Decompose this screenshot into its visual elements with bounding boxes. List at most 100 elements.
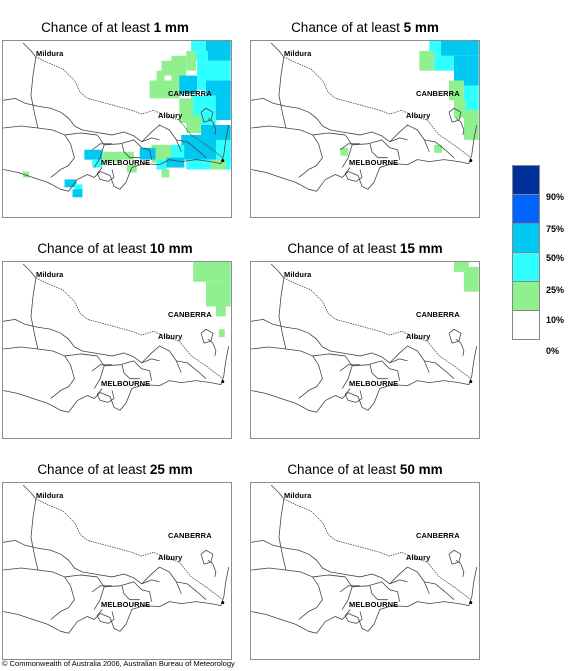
- boundary-port-phillip-bay: [344, 167, 363, 182]
- boundary-coastline: [3, 566, 230, 634]
- map-canvas: [3, 484, 230, 634]
- city-label-melbourne: MELBOURNE: [101, 158, 151, 167]
- city-label-canberra: CANBERRA: [168, 310, 212, 319]
- probability-cell: [429, 41, 442, 56]
- boundary-district-d: [389, 124, 430, 152]
- boundary-coastline: [3, 345, 230, 413]
- boundary-district-e: [424, 360, 455, 379]
- probability-cell: [102, 151, 122, 162]
- boundary-sa-border: [270, 42, 285, 58]
- city-label-mildura: Mildura: [284, 270, 312, 279]
- boundary-sa-border: [270, 263, 285, 279]
- city-label-canberra: CANBERRA: [416, 531, 460, 540]
- probability-cell: [166, 157, 185, 168]
- boundary-sa-border: [22, 42, 37, 58]
- boundary-nsw-vic-border: [35, 277, 224, 379]
- boundary-district-f: [369, 143, 388, 159]
- boundary-coastline: [251, 124, 478, 192]
- probability-cell: [463, 266, 479, 292]
- boundary-coastline: [3, 124, 230, 192]
- boundary-act-region: [448, 328, 462, 344]
- boundary-district-b: [64, 353, 105, 389]
- boundary-district-e: [424, 139, 455, 158]
- probability-cell: [453, 262, 469, 272]
- boundary-river-lower: [251, 539, 408, 585]
- city-label-albury: Albury: [158, 111, 183, 120]
- copyright-notice: © Commonwealth of Australia 2006, Austra…: [2, 659, 235, 668]
- city-label-mildura: Mildura: [36, 49, 64, 58]
- city-label-mildura: Mildura: [36, 491, 64, 500]
- probability-cell: [210, 159, 226, 170]
- boundary-act-region: [448, 549, 462, 565]
- probability-cell: [186, 159, 211, 170]
- probability-cell: [205, 41, 231, 61]
- probability-cell: [218, 329, 225, 338]
- boundary-district-a: [251, 346, 323, 399]
- legend-swatch-75-90: [512, 194, 540, 224]
- boundary-port-phillip-bay: [344, 388, 363, 403]
- coast-point-marker: [469, 601, 473, 605]
- boundary-nsw-west: [30, 498, 39, 571]
- probability-cell: [196, 50, 208, 61]
- boundary-port-phillip-bay: [344, 609, 363, 624]
- city-label-albury: Albury: [158, 332, 183, 341]
- legend-swatch-50-75: [512, 223, 540, 253]
- boundary-sa-border: [270, 484, 285, 500]
- coast-point-marker: [221, 159, 225, 163]
- boundary-district-f: [121, 143, 140, 159]
- boundary-nsw-west: [30, 56, 39, 129]
- boundary-coast-nsw: [455, 559, 465, 578]
- city-label-mildura: Mildura: [284, 491, 312, 500]
- boundary-district-f: [369, 364, 388, 380]
- city-label-melbourne: MELBOURNE: [349, 158, 399, 167]
- map-25mm: Mildura CANBERRA Albury MELBOURNE: [2, 482, 232, 660]
- panel-title-1mm: Chance of at least 1 mm: [41, 20, 189, 35]
- boundary-nsw-vic-border: [283, 277, 472, 379]
- legend-label-10: 10%: [546, 315, 565, 325]
- boundary-sa-border: [22, 484, 37, 500]
- boundary-sa-border: [22, 263, 37, 279]
- boundary-nsw-vic-border: [283, 498, 472, 600]
- boundary-district-a: [3, 567, 75, 620]
- legend-swatch-25-50: [512, 252, 540, 282]
- boundary-district-d: [389, 566, 430, 594]
- boundary-nsw-west: [278, 277, 287, 350]
- boundary-river-lower: [251, 318, 408, 364]
- probability-cell: [74, 184, 83, 193]
- probability-cell: [161, 60, 174, 76]
- city-label-mildura: Mildura: [36, 270, 64, 279]
- boundary-district-c: [352, 581, 400, 602]
- boundary-district-b: [312, 132, 353, 168]
- probability-cell: [64, 179, 77, 188]
- boundary-coast-nsw: [207, 338, 217, 357]
- city-label-albury: Albury: [406, 332, 431, 341]
- boundary-district-e: [176, 360, 207, 379]
- boundary-district-g: [340, 585, 361, 593]
- probability-cell: [92, 159, 103, 168]
- panel-title-25mm: Chance of at least 25 mm: [37, 462, 193, 477]
- probability-cell: [23, 171, 29, 178]
- legend-swatch-90-100: [512, 165, 540, 195]
- map-10mm: Mildura CANBERRA Albury MELBOURNE: [2, 261, 232, 439]
- map-canvas: [251, 262, 479, 413]
- probability-cell: [434, 144, 443, 153]
- boundary-coastline: [251, 345, 478, 413]
- boundary-nsw-vic-border: [283, 56, 472, 158]
- coast-point-marker: [221, 380, 225, 384]
- boundary-port-phillip-bay: [96, 388, 115, 403]
- boundary-district-d: [141, 566, 182, 594]
- probability-cell: [156, 70, 165, 81]
- boundary-port-phillip-bay: [96, 167, 115, 182]
- probability-cell: [139, 147, 156, 160]
- probability-cell: [179, 75, 198, 94]
- legend-label-75: 75%: [546, 224, 565, 234]
- panel-title-50mm: Chance of at least 50 mm: [287, 462, 443, 477]
- probability-cell: [171, 55, 187, 81]
- map-1mm: Mildura CANBERRA Albury MELBOURNE: [2, 40, 232, 218]
- boundary-river-lower: [3, 318, 160, 364]
- boundary-district-d: [141, 124, 182, 152]
- boundary-nsw-west: [30, 277, 39, 350]
- probability-cell: [161, 169, 170, 178]
- boundary-river-lower: [3, 539, 160, 585]
- probability-cell: [419, 50, 435, 71]
